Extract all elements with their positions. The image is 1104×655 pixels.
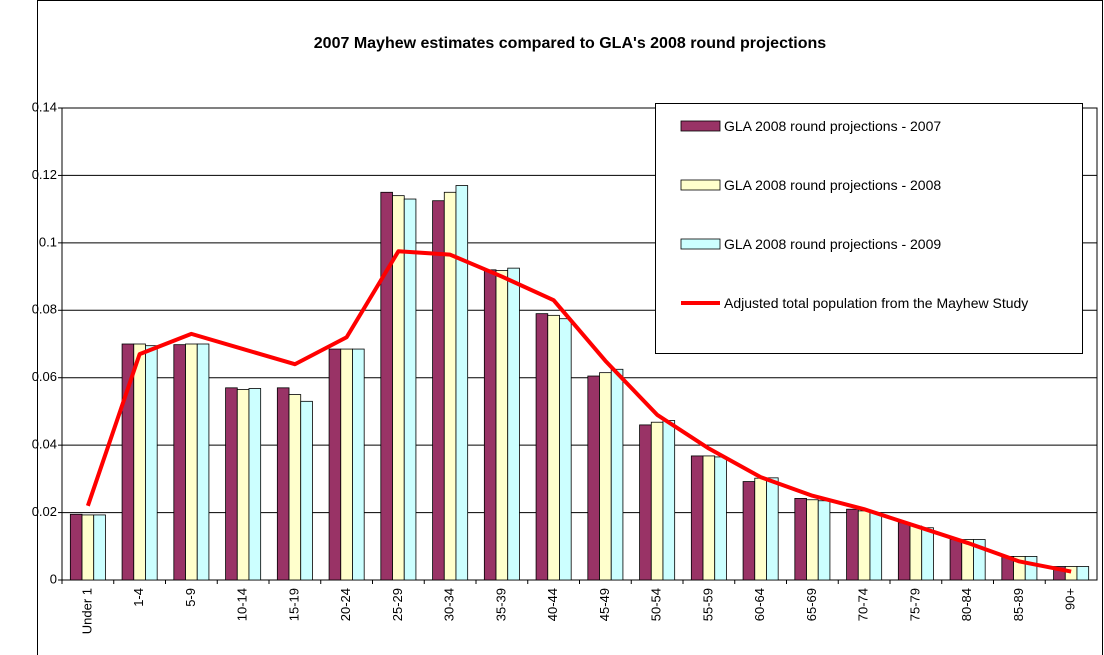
y-tick-label: 0 <box>50 571 57 586</box>
bar <box>288 394 302 581</box>
line-series <box>85 249 1072 574</box>
bar <box>599 372 612 581</box>
x-tick-label: 35-39 <box>493 588 508 621</box>
x-tick-label: 15-19 <box>286 588 301 621</box>
legend-entry: GLA 2008 round projections - 2007 <box>724 118 942 134</box>
bar <box>196 343 210 581</box>
y-tick-label: 0.12 <box>32 167 57 182</box>
x-tick-label: 75-79 <box>907 588 922 621</box>
bar <box>145 345 158 581</box>
y-tick-label: 0.04 <box>32 437 57 452</box>
x-tick-label: 50-54 <box>649 588 664 621</box>
bar <box>380 191 393 581</box>
bar <box>352 348 365 581</box>
bar <box>1076 566 1090 581</box>
legend-swatch <box>680 238 721 250</box>
bar <box>248 388 262 581</box>
bar <box>949 539 963 581</box>
bar <box>806 499 819 581</box>
x-tick-label: 10-14 <box>235 588 250 621</box>
bar <box>432 200 445 581</box>
bar <box>754 477 767 581</box>
bar <box>300 400 313 581</box>
bar <box>897 522 911 581</box>
bar <box>559 318 572 581</box>
bar <box>403 198 417 581</box>
legend-label: GLA 2008 round projections - 2008 <box>724 177 942 193</box>
y-tick-label: 0.06 <box>32 369 57 384</box>
legend-swatch <box>680 179 721 191</box>
y-tick-label: 0.02 <box>32 504 57 519</box>
bar <box>869 512 883 581</box>
bar <box>662 420 676 581</box>
bar <box>610 368 624 581</box>
bar <box>455 185 469 581</box>
bar <box>794 498 807 581</box>
bar <box>93 514 106 581</box>
bar <box>185 343 198 581</box>
x-tick-label: 20-24 <box>338 588 353 621</box>
bar <box>702 455 716 581</box>
bar <box>276 387 290 581</box>
bar <box>587 375 600 581</box>
x-tick-label: 55-59 <box>700 588 715 621</box>
bar <box>328 348 342 581</box>
bar <box>639 424 652 581</box>
bar <box>173 344 186 581</box>
bar <box>483 269 497 581</box>
legend-label: GLA 2008 round projections - 2009 <box>724 236 942 252</box>
bar <box>547 314 560 581</box>
bar <box>921 527 934 581</box>
bar <box>495 270 509 581</box>
bar <box>766 477 779 581</box>
x-tick-label: 90+ <box>1063 588 1078 610</box>
x-tick-label: 60-64 <box>752 588 767 621</box>
bar <box>817 500 831 581</box>
bar <box>507 267 520 581</box>
bar <box>973 539 986 581</box>
bar <box>650 421 664 581</box>
bar <box>133 343 146 581</box>
y-tick-label: 0.14 <box>32 99 57 114</box>
bar <box>909 525 923 581</box>
legend-label: Adjusted total population from the Mayhe… <box>724 295 1029 311</box>
bar <box>846 508 859 581</box>
bar <box>535 313 549 581</box>
x-tick-label: 40-44 <box>545 588 560 621</box>
legend-entry: Adjusted total population from the Mayhe… <box>724 295 1029 311</box>
bar <box>340 348 353 581</box>
legend-entry: GLA 2008 round projections - 2009 <box>724 236 942 252</box>
x-tick-label: 80-84 <box>959 588 974 621</box>
bar <box>443 191 457 581</box>
bar <box>81 514 95 581</box>
bar <box>236 389 250 581</box>
x-tick-label: 5-9 <box>183 588 198 607</box>
bar <box>1024 556 1038 581</box>
bar <box>714 456 727 581</box>
bar <box>742 481 756 581</box>
chart-title: 2007 Mayhew estimates compared to GLA's … <box>314 35 827 52</box>
x-tick-label: 25-29 <box>390 588 405 621</box>
x-tick-label: 1-4 <box>131 588 146 607</box>
legend-entry: GLA 2008 round projections - 2008 <box>724 177 942 193</box>
legend-swatch <box>680 120 721 132</box>
x-tick-label: Under 1 <box>79 588 94 634</box>
x-tick-label: 70-74 <box>856 588 871 621</box>
x-tick-label: 30-34 <box>442 588 457 621</box>
bar <box>69 513 83 581</box>
y-tick-label: 0.08 <box>32 302 57 317</box>
bar <box>1064 566 1078 581</box>
legend-box <box>655 103 1083 354</box>
bar <box>690 455 704 581</box>
bar <box>857 510 871 581</box>
bar <box>225 387 238 581</box>
x-tick-label: 85-89 <box>1011 588 1026 621</box>
x-tick-label: 65-69 <box>804 588 819 621</box>
y-tick-label: 0.1 <box>39 234 57 249</box>
x-tick-label: 45-49 <box>597 588 612 621</box>
legend-label: GLA 2008 round projections - 2007 <box>724 118 942 134</box>
